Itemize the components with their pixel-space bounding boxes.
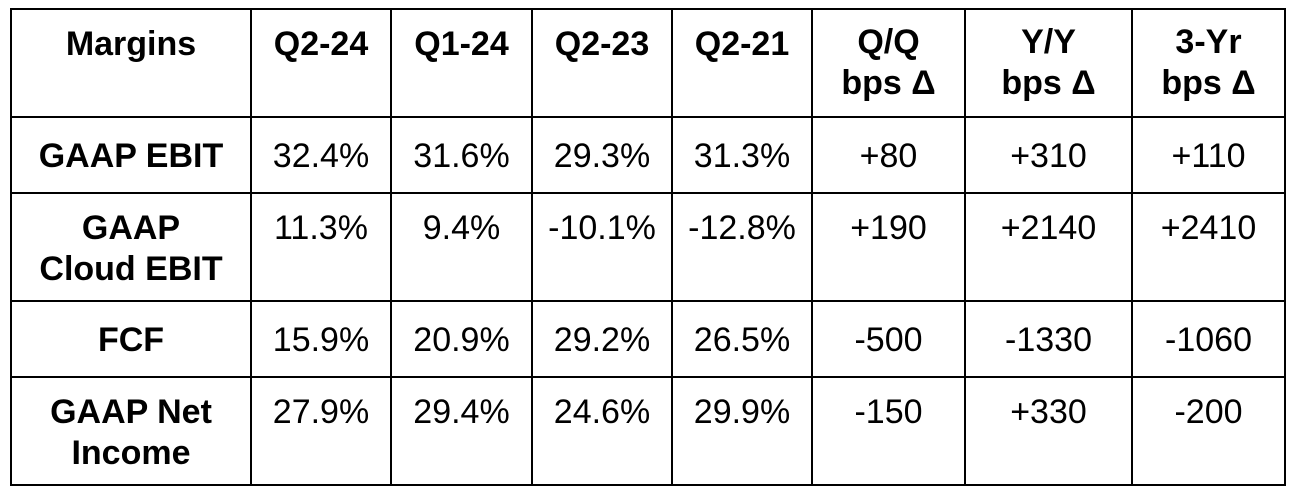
cell-yy-bps: +330 [964, 376, 1133, 486]
row-label-line2: Income [71, 434, 191, 472]
table-row: FCF 15.9% 20.9% 29.2% 26.5% -500 -1330 -… [10, 300, 1286, 378]
cell-q2-23: -10.1% [531, 192, 673, 302]
row-label-line1: GAAP EBIT [38, 137, 224, 175]
cell-q2-24: 32.4% [250, 116, 392, 194]
header-qq-bps: Q/Q bps Δ [811, 8, 966, 118]
cell-q2-23: 24.6% [531, 376, 673, 486]
cell-q2-21: 31.3% [671, 116, 813, 194]
row-label: GAAP Net Income [10, 376, 252, 486]
cell-q2-21: 29.9% [671, 376, 813, 486]
cell-q2-24: 11.3% [250, 192, 392, 302]
cell-qq-bps: -150 [811, 376, 966, 486]
header-yy-line2: bps Δ [1001, 64, 1096, 102]
cell-qq-bps: +80 [811, 116, 966, 194]
cell-q1-24: 9.4% [390, 192, 533, 302]
cell-yy-bps: +310 [964, 116, 1133, 194]
header-qq-line1: Q/Q [857, 23, 920, 61]
row-label: FCF [10, 300, 252, 378]
header-q2-23: Q2-23 [531, 8, 673, 118]
header-3yr-line1: 3-Yr [1175, 23, 1242, 61]
row-label: GAAP Cloud EBIT [10, 192, 252, 302]
cell-q2-21: 26.5% [671, 300, 813, 378]
cell-3yr-bps: +2410 [1131, 192, 1286, 302]
row-label: GAAP EBIT [10, 116, 252, 194]
cell-yy-bps: -1330 [964, 300, 1133, 378]
header-qq-line2: bps Δ [841, 64, 936, 102]
table-row: GAAP Cloud EBIT 11.3% 9.4% -10.1% -12.8%… [10, 192, 1286, 302]
cell-q2-23: 29.2% [531, 300, 673, 378]
header-yy-bps: Y/Y bps Δ [964, 8, 1133, 118]
row-label-line1: GAAP Net [50, 393, 212, 431]
cell-q2-24: 27.9% [250, 376, 392, 486]
cell-q1-24: 31.6% [390, 116, 533, 194]
margins-table: Margins Q2-24 Q1-24 Q2-23 Q2-21 Q/Q bps … [10, 8, 1286, 486]
header-q2-21: Q2-21 [671, 8, 813, 118]
cell-q1-24: 20.9% [390, 300, 533, 378]
cell-q2-23: 29.3% [531, 116, 673, 194]
cell-3yr-bps: -200 [1131, 376, 1286, 486]
cell-q2-24: 15.9% [250, 300, 392, 378]
cell-yy-bps: +2140 [964, 192, 1133, 302]
cell-3yr-bps: -1060 [1131, 300, 1286, 378]
header-margins: Margins [10, 8, 252, 118]
row-label-line1: FCF [97, 321, 165, 359]
header-row: Margins Q2-24 Q1-24 Q2-23 Q2-21 Q/Q bps … [10, 8, 1286, 118]
header-3yr-line2: bps Δ [1161, 64, 1256, 102]
table-row: GAAP EBIT 32.4% 31.6% 29.3% 31.3% +80 +3… [10, 116, 1286, 194]
header-q2-24: Q2-24 [250, 8, 392, 118]
cell-q2-21: -12.8% [671, 192, 813, 302]
header-3yr-bps: 3-Yr bps Δ [1131, 8, 1286, 118]
cell-qq-bps: +190 [811, 192, 966, 302]
header-yy-line1: Y/Y [1021, 23, 1076, 61]
header-q1-24: Q1-24 [390, 8, 533, 118]
cell-qq-bps: -500 [811, 300, 966, 378]
cell-q1-24: 29.4% [390, 376, 533, 486]
table-row: GAAP Net Income 27.9% 29.4% 24.6% 29.9% … [10, 376, 1286, 486]
cell-3yr-bps: +110 [1131, 116, 1286, 194]
row-label-line2: Cloud EBIT [39, 250, 223, 288]
row-label-line1: GAAP [81, 209, 181, 247]
